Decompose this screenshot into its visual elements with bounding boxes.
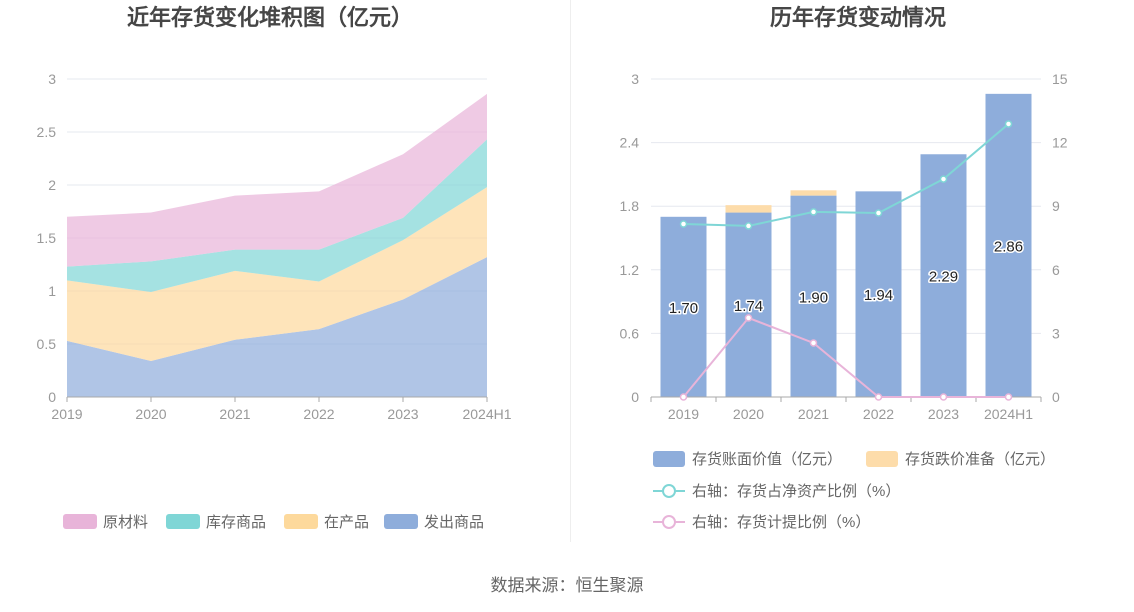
right-chart-title: 历年存货变动情况 — [769, 5, 946, 30]
chart-divider — [570, 0, 571, 542]
x-tick-label: 2021 — [798, 406, 829, 422]
stacked-area-chart: 0 0.5 1 1.5 2 2.5 3 2019 2020 2021 2022 2023 2024H1 原… — [37, 71, 512, 531]
legend-label: 右轴：存货占净资产比例（%） — [692, 483, 900, 500]
legend-label: 在产品 — [324, 514, 369, 531]
line-point[interactable] — [809, 339, 818, 347]
y2-tick-label: 15 — [1052, 71, 1068, 87]
area-layer-1 — [67, 139, 487, 293]
bar-data-label: 1.70 — [669, 300, 698, 317]
y2-tick-label: 6 — [1052, 262, 1060, 278]
bar-book-value[interactable] — [660, 216, 707, 397]
x-tick-label: 2023 — [387, 406, 418, 422]
x-tick-label: 2020 — [135, 406, 166, 422]
line-series-2 — [683, 123, 1010, 227]
y2-tick-label: 9 — [1052, 198, 1060, 214]
line-point[interactable] — [744, 222, 753, 230]
y2-tick-label: 12 — [1052, 135, 1068, 151]
legend-item[interactable]: 库存商品 — [166, 514, 266, 531]
x-tick-label: 2019 — [668, 406, 699, 422]
legend-swatch — [384, 514, 418, 529]
charts-canvas: 0 0.5 1 1.5 2 2.5 3 2019 2020 2021 2022 2023 2024H1 原… — [37, 71, 1068, 531]
area-layer-2 — [67, 187, 487, 361]
line-point[interactable] — [744, 314, 753, 322]
y-tick-label: 1.2 — [620, 262, 640, 278]
line-point[interactable] — [939, 393, 948, 401]
bar-book-value[interactable] — [725, 212, 772, 397]
legend-item[interactable]: 原材料 — [63, 514, 148, 531]
bar-data-label: 2.86 — [994, 238, 1023, 255]
bar-data-label: 1.90 — [799, 289, 828, 306]
legend-swatch — [63, 514, 97, 529]
line-point[interactable] — [1004, 120, 1013, 128]
bar-data-label: 2.29 — [929, 269, 958, 286]
bar-line-chart: 0 0.6 1.2 1.8 2.4 3 0 3 6 9 12 15 2019 2020 2021 2022 20… — [620, 71, 1068, 531]
legend-swatch — [866, 451, 898, 467]
legend-swatch — [284, 514, 318, 529]
line-point[interactable] — [939, 175, 948, 183]
x-tick-label: 2023 — [928, 406, 959, 422]
line-point[interactable] — [679, 220, 688, 228]
y-tick-label: 0 — [48, 389, 56, 405]
area-layer-3 — [67, 257, 487, 397]
y-tick-label: 2.5 — [37, 124, 57, 140]
legend-swatch — [653, 451, 685, 467]
x-tick-label: 2021 — [219, 406, 250, 422]
legend-label: 发出商品 — [424, 514, 484, 531]
line-point[interactable] — [874, 209, 883, 217]
bar-provision[interactable] — [790, 190, 837, 196]
y-tick-label: 1.5 — [37, 230, 57, 246]
left-chart-title: 近年存货变化堆积图（亿元） — [126, 5, 413, 30]
data-source: 数据来源：恒生聚源 — [490, 576, 644, 595]
bar-book-value[interactable] — [790, 195, 837, 397]
legend-label: 右轴：存货计提比例（%） — [692, 514, 870, 531]
line-point[interactable] — [1004, 393, 1013, 401]
area-layer-0 — [67, 93, 487, 267]
legend-item[interactable]: 右轴：存货占净资产比例（%） — [653, 483, 900, 500]
legend-label: 库存商品 — [206, 514, 266, 531]
y-tick-label: 1.8 — [620, 198, 640, 214]
y-tick-label: 2 — [48, 177, 56, 193]
x-tick-label: 2020 — [733, 406, 764, 422]
line-series-3 — [682, 316, 1009, 398]
legend-item[interactable]: 右轴：存货计提比例（%） — [653, 514, 870, 531]
line-point[interactable] — [809, 208, 818, 216]
x-tick-label: 2019 — [51, 406, 82, 422]
legend-label: 存货账面价值（亿元） — [692, 451, 842, 468]
legend-item[interactable]: 存货账面价值（亿元） — [653, 451, 842, 468]
legend-item[interactable]: 在产品 — [284, 514, 369, 531]
legend-marker-icon — [662, 484, 676, 498]
x-tick-label: 2022 — [303, 406, 334, 422]
y-tick-label: 2.4 — [620, 135, 640, 151]
bar-book-value[interactable] — [985, 93, 1032, 397]
y-tick-label: 0.5 — [37, 336, 57, 352]
legend-marker-icon — [662, 515, 676, 529]
bar-book-value[interactable] — [920, 154, 967, 397]
legend-label: 存货跌价准备（亿元） — [905, 451, 1055, 468]
bar-book-value[interactable] — [855, 191, 902, 397]
line-point[interactable] — [874, 393, 883, 401]
bar-provision[interactable] — [725, 205, 772, 213]
line-point[interactable] — [679, 393, 688, 401]
legend-item[interactable]: 存货跌价准备（亿元） — [866, 451, 1055, 468]
y-tick-label: 3 — [631, 71, 639, 87]
x-tick-label: 2022 — [863, 406, 894, 422]
y2-tick-label: 3 — [1052, 325, 1060, 341]
x-tick-label: 2024H1 — [462, 406, 511, 422]
y-tick-label: 0.6 — [620, 325, 640, 341]
legend-label: 原材料 — [103, 514, 148, 531]
y2-tick-label: 0 — [1052, 389, 1060, 405]
bar-data-label: 1.94 — [864, 287, 893, 304]
y-tick-label: 0 — [631, 389, 639, 405]
y-tick-label: 3 — [48, 71, 56, 87]
y-tick-label: 1 — [48, 283, 56, 299]
legend-swatch — [166, 514, 200, 529]
bar-data-label: 1.74 — [734, 298, 763, 315]
x-tick-label: 2024H1 — [984, 406, 1033, 422]
legend-item[interactable]: 发出商品 — [384, 514, 484, 531]
